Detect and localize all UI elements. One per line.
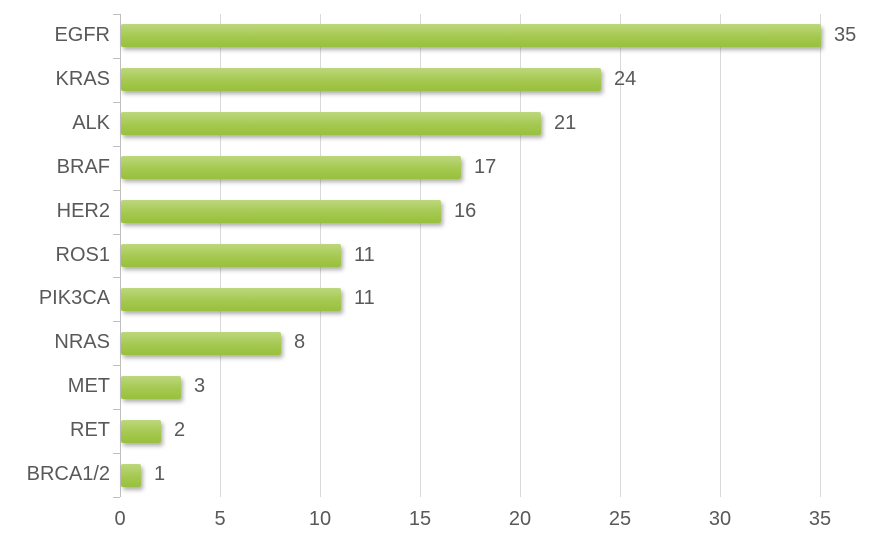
value-label: 24	[614, 67, 637, 90]
gridline	[719, 14, 721, 497]
y-axis-tick	[113, 145, 120, 147]
value-label: 11	[354, 243, 375, 266]
y-axis-tick	[113, 321, 120, 323]
y-axis-tick	[113, 365, 120, 367]
value-label: 8	[294, 331, 306, 354]
bar	[121, 463, 141, 487]
y-axis-tick	[113, 57, 120, 59]
y-axis-tick	[113, 101, 120, 103]
category-label: ALK	[72, 111, 110, 134]
y-axis-tick	[113, 409, 120, 411]
gridline	[619, 14, 621, 497]
bar	[121, 24, 821, 48]
y-axis-tick	[113, 497, 120, 498]
x-tick-label: 35	[808, 508, 832, 530]
bar	[121, 68, 601, 92]
x-tick-label: 15	[408, 508, 432, 530]
x-tick-label: 0	[114, 508, 126, 530]
bar	[121, 375, 181, 399]
bar	[121, 244, 341, 267]
bar	[121, 112, 541, 136]
gridline	[419, 14, 421, 497]
category-label: NRAS	[54, 331, 110, 354]
gridline	[519, 14, 521, 497]
category-label: RET	[70, 419, 110, 442]
category-label: KRAS	[55, 67, 110, 90]
bar	[121, 287, 341, 311]
value-label: 35	[834, 24, 857, 46]
x-tick-label: 20	[508, 508, 532, 530]
x-tick-label: 25	[608, 508, 632, 530]
value-label: 16	[454, 199, 477, 222]
y-axis-tick	[113, 14, 120, 15]
x-tick-label: 10	[308, 508, 332, 530]
value-label: 11	[354, 287, 375, 310]
bar	[121, 156, 461, 180]
y-axis-tick	[113, 189, 120, 191]
y-axis-tick	[113, 453, 120, 455]
bar	[121, 200, 441, 224]
bar	[121, 419, 161, 443]
x-tick-label: 30	[708, 508, 732, 530]
y-axis-tick	[113, 233, 120, 235]
category-label: ROS1	[55, 243, 110, 266]
category-label: BRAF	[56, 155, 110, 178]
value-label: 21	[554, 111, 577, 134]
value-label: 17	[474, 155, 497, 178]
value-label: 2	[174, 419, 186, 442]
x-tick-label: 5	[214, 508, 226, 530]
y-axis-line	[120, 14, 121, 497]
value-label: 1	[154, 463, 166, 486]
category-label: BRCA1/2	[26, 463, 110, 486]
category-label: PIK3CA	[38, 287, 110, 310]
y-axis-tick	[113, 277, 120, 279]
gridline	[819, 14, 821, 497]
value-label: 3	[194, 375, 206, 398]
bar	[121, 331, 281, 355]
category-label: EGFR	[54, 24, 110, 46]
category-label: MET	[67, 375, 110, 398]
category-label: HER2	[56, 199, 110, 222]
